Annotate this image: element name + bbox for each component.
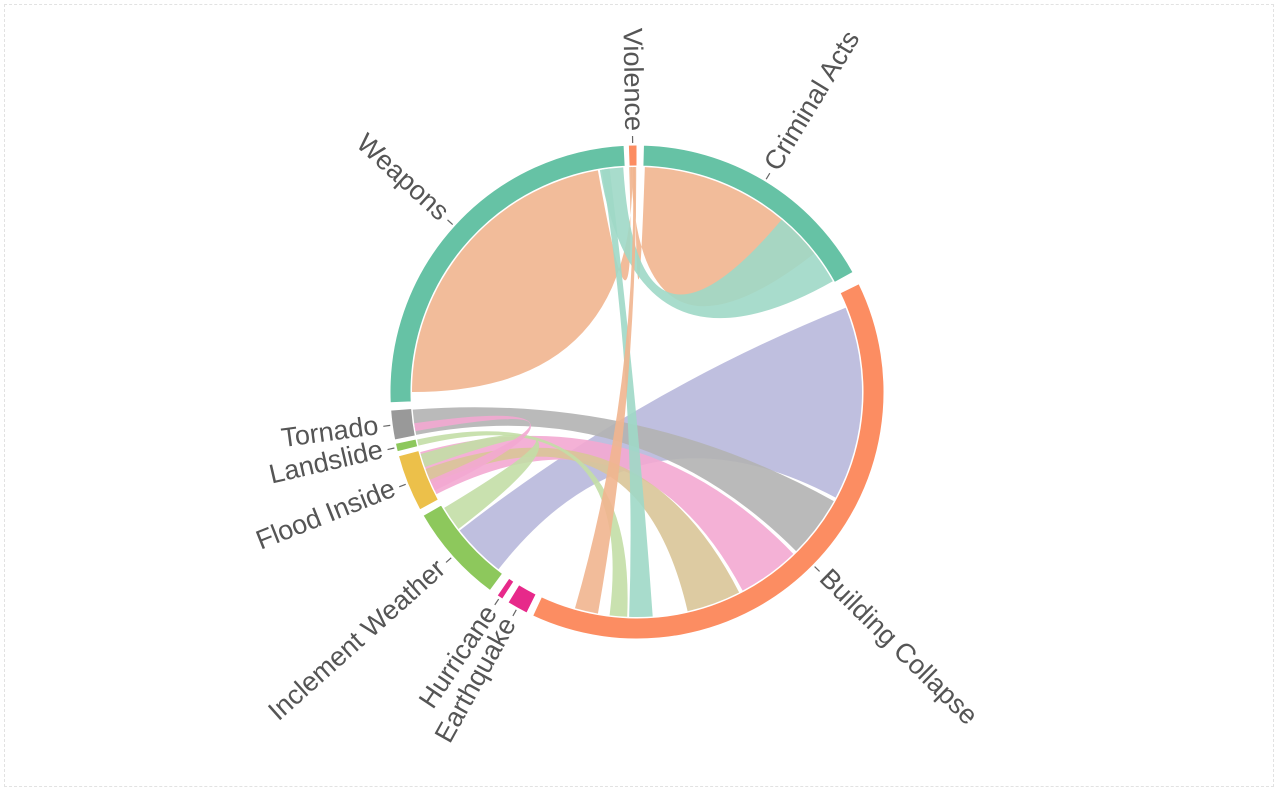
ribbon-weapons-to-criminal-acts[interactable]: [599, 167, 833, 319]
arc-criminal-acts[interactable]: [642, 144, 854, 284]
tick-inclement-weather: [445, 557, 452, 563]
tick-earthquake: [512, 609, 517, 617]
ribbon-flood-inside-to-tornado[interactable]: [414, 415, 531, 491]
tick-tornado: [383, 424, 391, 427]
arc-weapons[interactable]: [389, 144, 626, 404]
arc-tornado[interactable]: [390, 408, 416, 441]
group-label-weapons: Weapons: [351, 128, 455, 227]
arc-flood-inside[interactable]: [397, 449, 440, 511]
arc-violence[interactable]: [627, 144, 638, 167]
arc-inclement-weather[interactable]: [422, 504, 504, 592]
chart-frame: [4, 4, 1274, 787]
group-label-violence: Violence: [618, 28, 650, 132]
ribbon-building-collapse-to-weapons[interactable]: [601, 168, 653, 617]
ribbons-layer: [412, 167, 863, 617]
arcs-layer: [389, 144, 885, 640]
ribbon-building-collapse-to-violence[interactable]: [574, 167, 637, 614]
tick-weapons: [447, 219, 454, 226]
arc-earthquake[interactable]: [507, 584, 537, 614]
tick-landslide: [387, 447, 395, 451]
group-label-building-collapse: Building Collapse: [814, 563, 984, 731]
group-label-criminal-acts: Criminal Acts: [758, 25, 865, 175]
arc-hurricane[interactable]: [496, 577, 515, 600]
ribbon-inclement-weather-to-landslide[interactable]: [420, 434, 540, 529]
ribbon-building-collapse-to-flood-inside[interactable]: [425, 447, 740, 612]
arc-landslide[interactable]: [394, 438, 419, 453]
ribbon-weapons-to-violence[interactable]: [412, 167, 633, 392]
tick-criminal-acts: [765, 172, 771, 180]
arc-building-collapse[interactable]: [531, 283, 885, 640]
tick-flood-inside: [398, 483, 406, 488]
tick-hurricane: [494, 598, 500, 606]
tick-building-collapse: [814, 566, 821, 572]
